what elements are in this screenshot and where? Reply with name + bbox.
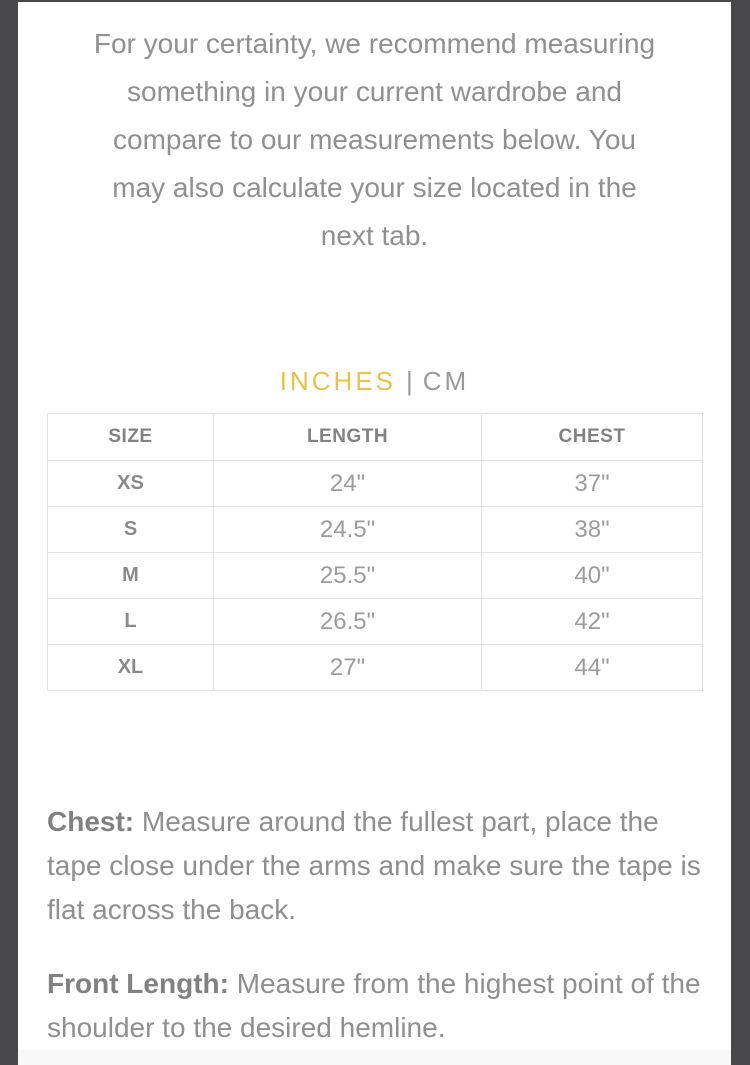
size-value: L bbox=[47, 598, 214, 645]
intro-line: compare to our measurements below. You bbox=[113, 124, 636, 155]
intro-line: something in your current wardrobe and bbox=[127, 76, 622, 107]
chest-value: 37" bbox=[481, 460, 703, 507]
bottom-section-divider bbox=[18, 1050, 731, 1065]
chest-note-label: Chest: bbox=[47, 806, 135, 837]
column-header-chest: CHEST bbox=[481, 413, 703, 461]
length-value: 24" bbox=[213, 460, 482, 507]
length-value: 27" bbox=[213, 644, 482, 691]
column-header-length: LENGTH bbox=[213, 413, 482, 461]
chest-value: 38" bbox=[481, 506, 703, 553]
size-value: XL bbox=[47, 644, 214, 691]
column-header-size: SIZE bbox=[47, 413, 214, 461]
front-length-measurement-note: Front Length: Measure from the highest p… bbox=[47, 962, 715, 1050]
size-chart-table: SIZE LENGTH CHEST XS 24" 37" S 24.5" 38"… bbox=[47, 413, 703, 691]
table-row-s: S 24.5" 38" bbox=[47, 506, 703, 553]
size-guide-panel: For your certainty, we recommend measuri… bbox=[18, 2, 731, 1065]
unit-separator: | bbox=[406, 366, 413, 396]
chest-value: 42" bbox=[481, 598, 703, 645]
table-row-l: L 26.5" 42" bbox=[47, 598, 703, 645]
intro-line: next tab. bbox=[320, 220, 429, 251]
length-value: 24.5" bbox=[213, 506, 482, 553]
front-length-note-text: Measure from the highest point of the sh… bbox=[47, 968, 701, 1043]
chest-note-text: Measure around the fullest part, place t… bbox=[47, 806, 701, 925]
table-header-row: SIZE LENGTH CHEST bbox=[47, 413, 703, 461]
intro-line: For your certainty, we recommend measuri… bbox=[93, 28, 656, 59]
front-length-note-label: Front Length: bbox=[47, 968, 229, 999]
chest-measurement-note: Chest: Measure around the fullest part, … bbox=[47, 800, 715, 932]
table-row-xs: XS 24" 37" bbox=[47, 460, 703, 507]
length-value: 25.5" bbox=[213, 552, 482, 599]
size-value: M bbox=[47, 552, 214, 599]
table-row-m: M 25.5" 40" bbox=[47, 552, 703, 599]
size-value: S bbox=[47, 506, 214, 553]
intro-line: may also calculate your size located in … bbox=[112, 172, 637, 203]
unit-toggle: INCHES | CM bbox=[18, 366, 731, 397]
chest-value: 40" bbox=[481, 552, 703, 599]
unit-tab-inches[interactable]: INCHES bbox=[279, 366, 397, 396]
table-row-xl: XL 27" 44" bbox=[47, 644, 703, 691]
size-value: XS bbox=[47, 460, 214, 507]
intro-paragraph: For your certainty, we recommend measuri… bbox=[18, 20, 731, 260]
chest-value: 44" bbox=[481, 644, 703, 691]
length-value: 26.5" bbox=[213, 598, 482, 645]
unit-tab-cm[interactable]: CM bbox=[422, 366, 470, 396]
